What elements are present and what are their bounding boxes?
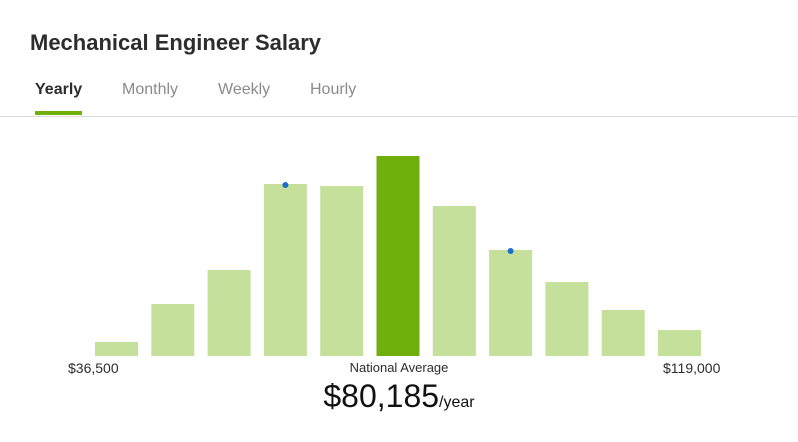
- active-tab-indicator: [35, 111, 82, 115]
- tab-weekly[interactable]: Weekly: [218, 81, 271, 98]
- salary-bar: [95, 342, 138, 356]
- bar-marker-dot: [507, 248, 514, 254]
- average-salary-amount: $80,185: [323, 378, 440, 414]
- average-bar: [376, 156, 420, 356]
- average-salary-unit: /year: [439, 394, 475, 411]
- salary-bar: [545, 282, 589, 356]
- tab-yearly[interactable]: Yearly: [35, 81, 83, 98]
- range-max-label: $119,000: [663, 360, 721, 376]
- national-average-label: National Average: [349, 360, 449, 375]
- salary-bar: [263, 184, 307, 356]
- salary-bar: [432, 206, 476, 356]
- tab-monthly[interactable]: Monthly: [122, 81, 179, 98]
- page-title: Mechanical Engineer Salary: [30, 30, 322, 55]
- salary-bar: [207, 270, 251, 356]
- national-average-value: $80,185/year: [0, 378, 798, 415]
- salary-bar: [151, 304, 195, 356]
- tab-hourly[interactable]: Hourly: [310, 81, 357, 98]
- salary-period-tabs: Yearly Monthly Weekly Hourly: [0, 76, 798, 117]
- salary-bar: [601, 310, 645, 356]
- salary-bar: [320, 186, 364, 356]
- bar-marker-dot: [282, 182, 289, 188]
- salary-bar: [489, 250, 533, 356]
- salary-bar: [658, 330, 701, 356]
- range-min-label: $36,500: [68, 360, 119, 376]
